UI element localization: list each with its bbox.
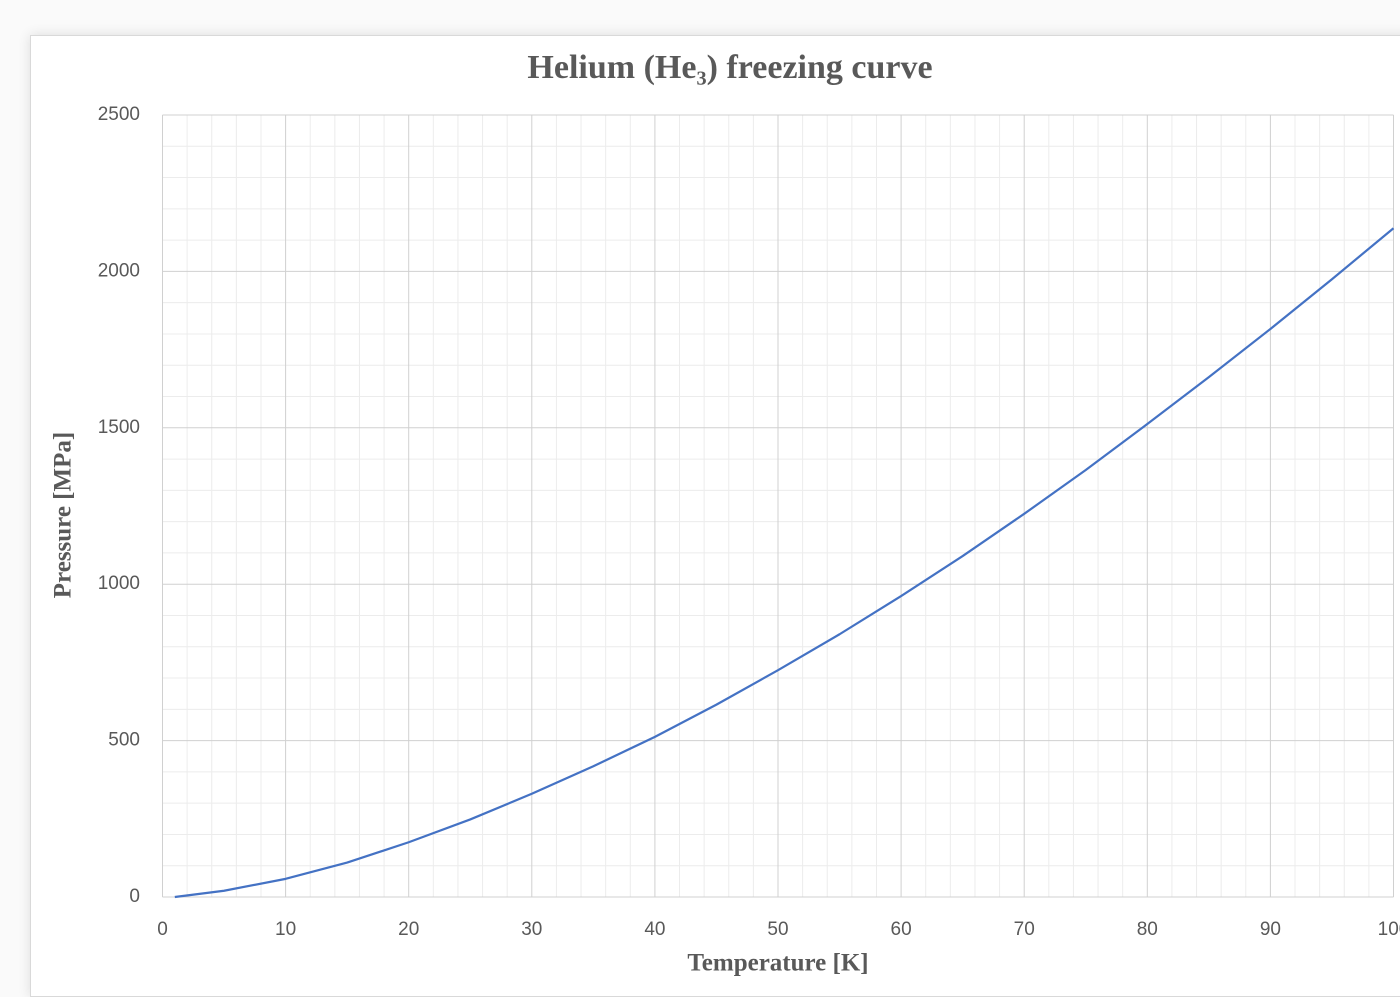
x-tick-label: 80 [1137,919,1158,940]
y-tick-label: 500 [108,730,140,751]
y-tick-label: 1000 [98,573,140,594]
y-axis-label: Pressure [MPa] [50,432,77,598]
y-tick-label: 2000 [98,260,140,281]
x-tick-label: 30 [521,919,542,940]
x-tick-label: 70 [1014,919,1035,940]
data-line [174,227,1395,899]
x-tick-label: 40 [644,919,665,940]
x-tick-label: 20 [398,919,419,940]
x-tick-label: 90 [1260,919,1281,940]
x-tick-label: 60 [891,919,912,940]
x-axis-label: Temperature [K] [687,950,868,977]
x-tick-label: 50 [767,919,788,940]
chart-title: Helium (He₃) freezing curve [527,49,932,86]
x-tick-label: 0 [157,919,168,940]
x-tick-label: 100 [1378,919,1400,940]
y-tick-label: 2500 [98,104,140,125]
x-tick-label: 10 [275,919,296,940]
y-tick-label: 0 [129,886,140,907]
y-tick-label: 1500 [98,417,140,438]
